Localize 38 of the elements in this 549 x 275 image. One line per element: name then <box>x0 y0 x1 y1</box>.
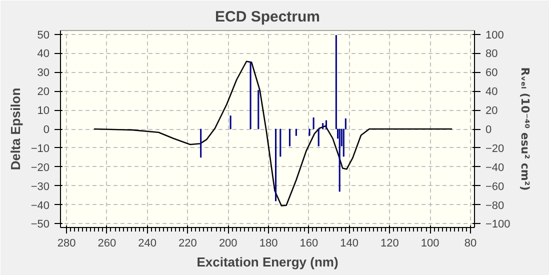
y-tick-label: 30 <box>37 67 50 80</box>
y2-tick-label: 40 <box>486 86 498 98</box>
y2-tick-label: 80 <box>486 48 498 60</box>
y2-tick-label: −60 <box>486 180 504 193</box>
y-tick-label: −30 <box>30 180 50 193</box>
x-tick-label: 160 <box>300 238 318 250</box>
x-tick-label: 220 <box>178 238 197 250</box>
y2-axis-title: Rᵥₑₗ (10⁻⁴⁰ esu² cm²) <box>518 67 532 191</box>
y-tick-label: −40 <box>30 200 50 212</box>
y-tick-label: 20 <box>37 86 50 98</box>
x-tick-label: 280 <box>57 238 76 250</box>
y-tick-label: 0 <box>43 124 50 136</box>
x-axis-title: Excitation Energy (nm) <box>196 254 338 270</box>
x-tick-label: 180 <box>259 238 278 250</box>
y-tick-label: −50 <box>30 218 50 231</box>
chart-title: ECD Spectrum <box>214 8 320 26</box>
x-tick-label: 80 <box>464 238 477 250</box>
y-tick-label: −20 <box>30 162 50 174</box>
y-tick-label: 50 <box>37 29 50 42</box>
y2-tick-label: −80 <box>486 200 504 212</box>
x-tick-label: 120 <box>380 238 399 250</box>
y2-tick-label: −40 <box>486 162 504 174</box>
y-axis-title: Delta Epsilon <box>8 88 23 170</box>
x-tick-label: 200 <box>218 238 238 250</box>
x-tick-label: 240 <box>138 238 157 250</box>
y-tick-label: −10 <box>30 142 50 155</box>
y2-tick-label: 60 <box>486 67 498 80</box>
y2-tick-label: 100 <box>486 29 504 42</box>
y-tick-label: 40 <box>37 48 50 60</box>
y2-tick-label: −100 <box>486 218 510 231</box>
x-tick-label: 100 <box>420 238 440 250</box>
x-tick-label: 140 <box>340 238 358 250</box>
x-tick-label: 260 <box>98 238 116 250</box>
line-series <box>93 60 453 206</box>
y2-tick-label: 20 <box>486 105 498 118</box>
y-tick-label: 10 <box>37 105 50 118</box>
y2-tick-label: 0 <box>486 124 492 136</box>
y2-tick-label: −20 <box>486 142 504 155</box>
